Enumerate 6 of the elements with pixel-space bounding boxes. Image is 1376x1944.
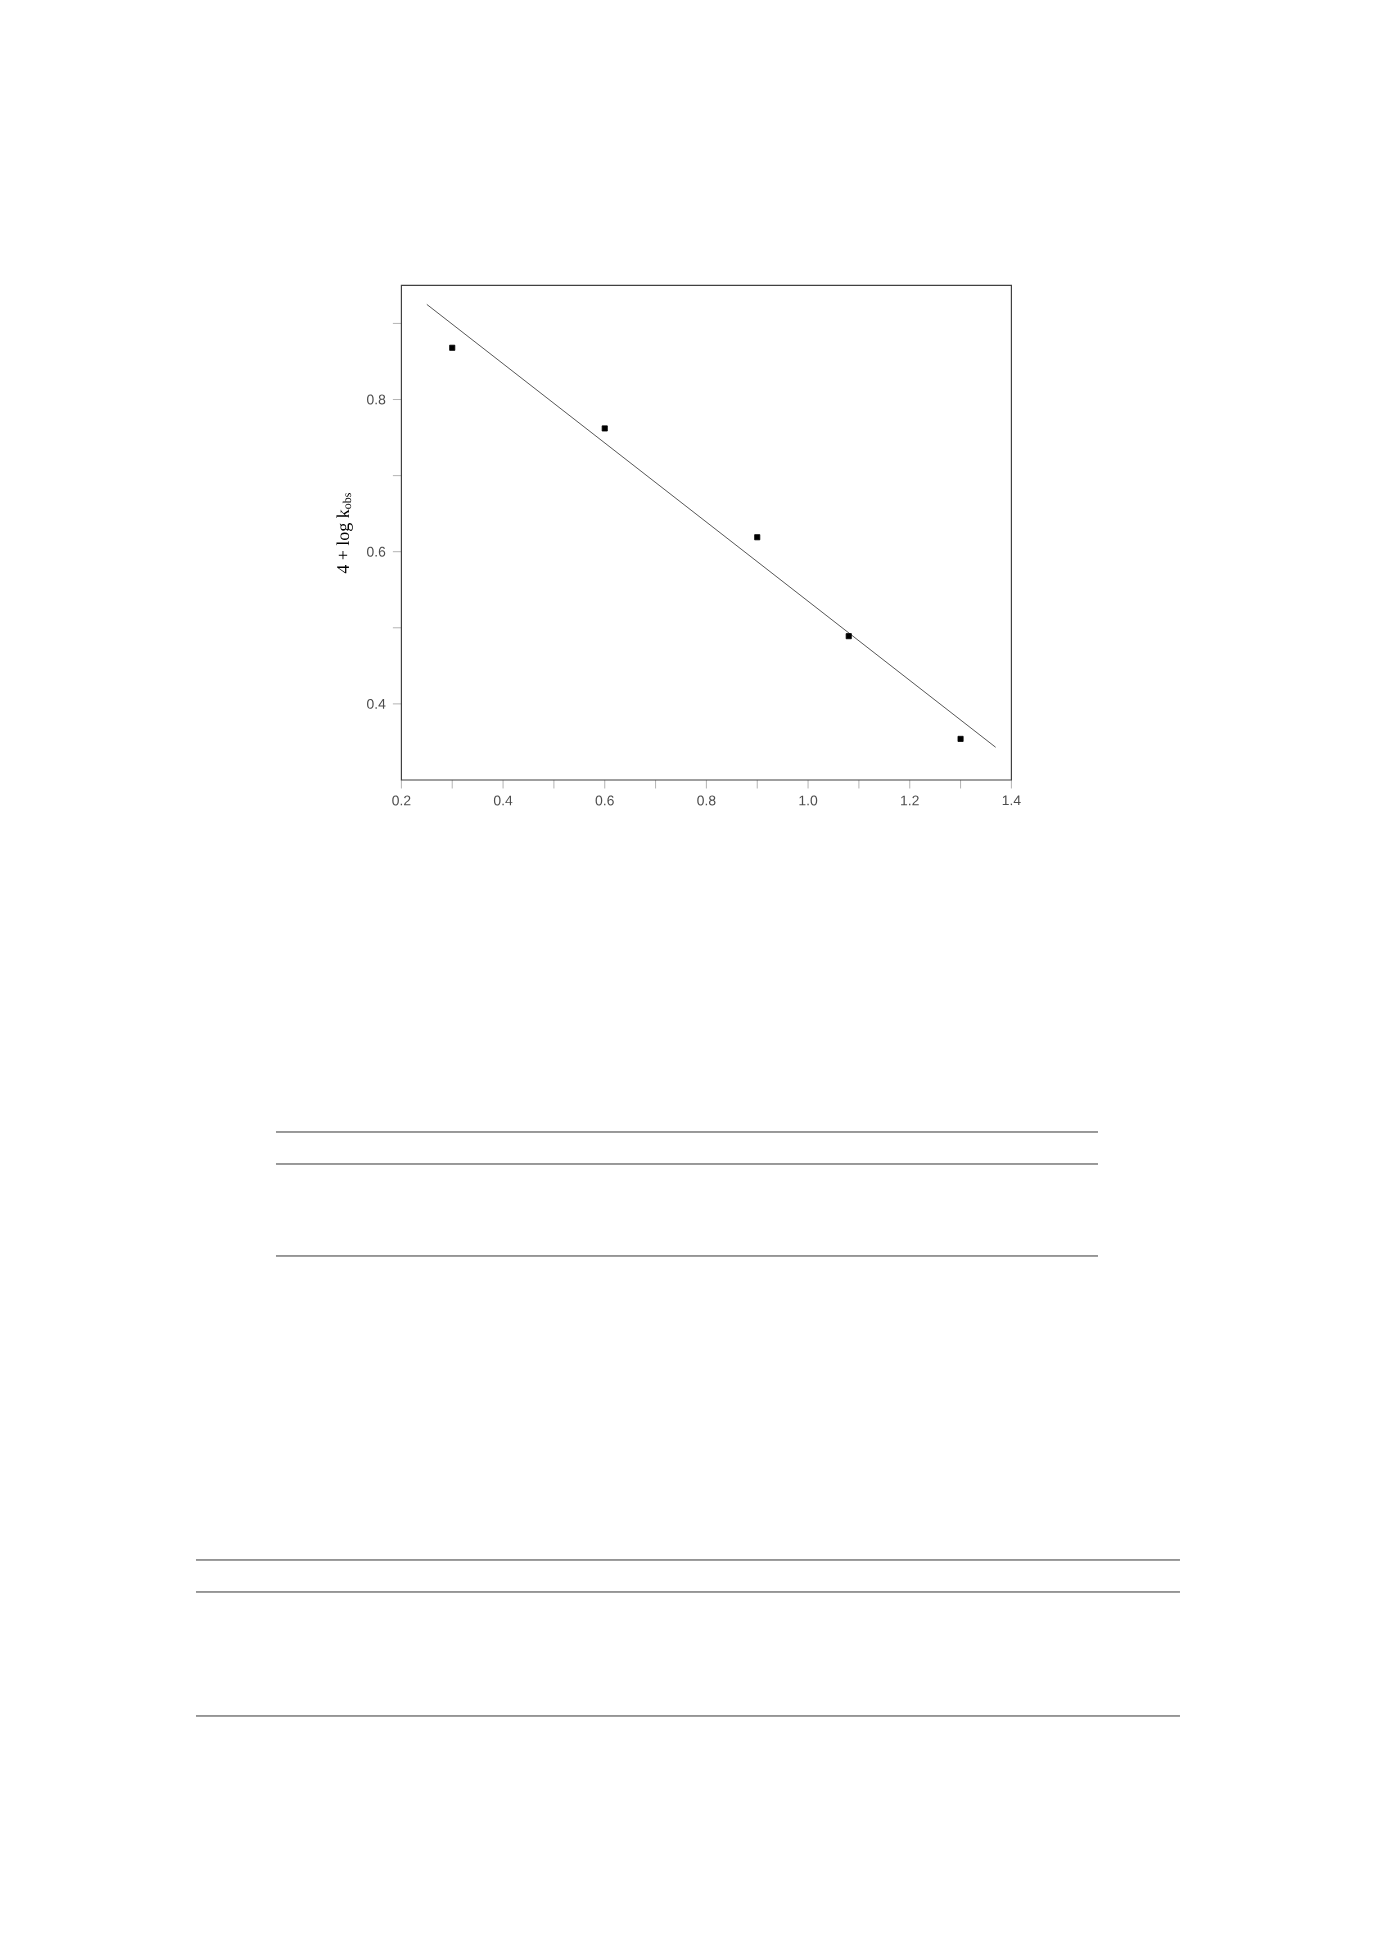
point (449, 344, 456, 351)
y-axis-title: 4 + log k$_{obs}$ (336, 493, 353, 574)
point (957, 735, 964, 742)
point (845, 633, 852, 640)
point (601, 425, 608, 432)
point (754, 534, 761, 541)
